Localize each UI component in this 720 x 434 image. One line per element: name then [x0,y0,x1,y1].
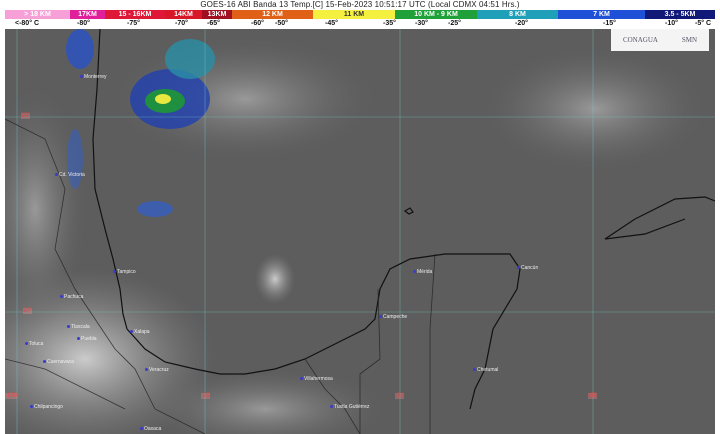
city-label: Villahermosa [300,376,333,382]
legend-segment: 7 KM [558,10,645,19]
city-label: Oaxaca [140,426,161,432]
lon-label: -95 [201,393,210,399]
image-title: GOES-16 ABI Banda 13 Temp.[C] 15-Feb-202… [200,0,520,9]
cloud-mass [255,254,295,304]
temperature-tick: -20° [515,20,528,27]
temperature-tick: -45° [325,20,338,27]
map-overlay [5,29,715,434]
temperature-tick: -15° [603,20,616,27]
city-label: Chilpancingo [30,404,63,410]
temperature-scale: <-80° C -80° -75° -70° -65° -60° -50° -45° -35° -… [5,19,715,29]
lon-label: -85 [588,393,597,399]
city-label: Tuxtla Gutiérrez [330,404,369,410]
storm-cells [66,29,215,217]
lat-label: 20° [23,308,33,314]
city-label: Campeche [379,314,407,320]
legend-segment: 17KM [70,10,105,19]
temperature-tick: -75° [127,20,140,27]
lon-label: -100 [5,393,18,399]
temperature-tick: -5° C [695,20,712,27]
legend-segment: 10 KM - 9 KM [395,10,477,19]
agency-logos: CONAGUA SMN [611,29,709,51]
legend-segment: 13KM [202,10,232,19]
city-label: Puebla [77,336,97,342]
temperature-tick: -60° [251,20,264,27]
city-label: Pachuca [60,294,83,300]
city-label: Veracruz [145,367,169,373]
satellite-map: Mérida Cancún Campeche Chetumal Cd. Victoria… [5,29,715,434]
temperature-tick: -65° [207,20,220,27]
temperature-tick: -10° [665,20,678,27]
city-label: Cd. Victoria [55,172,85,178]
legend-segment: 12 KM [232,10,313,19]
city-label: Cancún [517,265,538,271]
state-borders [5,118,436,434]
city-label: Chetumal [473,367,498,373]
lat-label: 25° [21,113,31,119]
city-label: Tampico [113,269,136,275]
legend-segment: > 18 KM [5,10,70,19]
temperature-tick: -30° [415,20,428,27]
city-label: Tlaxcala [67,324,90,330]
legend-segment: 14KM [165,10,202,19]
temperature-tick: <-80° C [15,20,40,27]
temperature-tick: -70° [175,20,188,27]
legend-segment: 3.5 - 5KM [645,10,715,19]
city-label: Toluca [25,341,43,347]
city-label: Xalapa [130,329,150,335]
smn-logo: SMN [681,36,698,44]
conagua-logo: CONAGUA [622,36,658,44]
color-legend: > 18 KM 17KM 15 - 16KM 14KM 13KM 12 KM 11 KM 10… [5,10,715,19]
legend-segment: 15 - 16KM [105,10,165,19]
legend-segment: 8 KM [477,10,558,19]
cloud-mass [485,49,705,169]
temperature-tick: -80° [77,20,90,27]
temperature-tick: -50° [275,20,288,27]
temperature-tick: -25° [448,20,461,27]
city-label: Mérida [413,269,432,275]
city-label: Monterrey [80,74,107,80]
city-label: Cuernavaca [43,359,74,365]
temperature-tick: -35° [383,20,396,27]
legend-segment: 11 KM [313,10,395,19]
lon-label: -90 [395,393,404,399]
